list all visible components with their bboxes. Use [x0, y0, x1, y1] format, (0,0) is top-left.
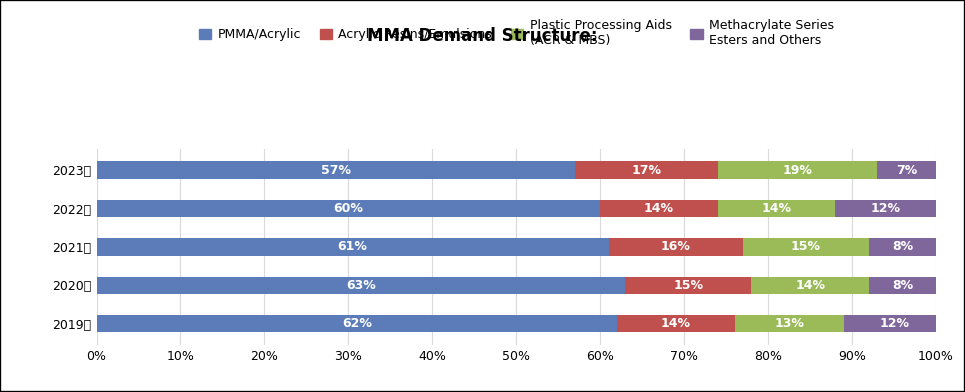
Text: 15%: 15% [674, 279, 703, 292]
Text: 13%: 13% [774, 317, 804, 330]
Bar [96, 315, 617, 332]
Bar [96, 162, 575, 179]
Text: 62%: 62% [342, 317, 372, 330]
Text: 15%: 15% [791, 240, 821, 254]
Bar [96, 277, 625, 294]
Bar [718, 200, 836, 217]
Bar [96, 200, 600, 217]
Bar [600, 200, 718, 217]
Bar [734, 315, 843, 332]
Text: 12%: 12% [879, 317, 909, 330]
Text: 14%: 14% [761, 202, 791, 215]
Text: 16%: 16% [661, 240, 691, 254]
Text: 14%: 14% [795, 279, 825, 292]
Text: 14%: 14% [644, 202, 674, 215]
Legend: PMMA/Acrylic, Acrylic Resins/Emulsions, Plastic Processing Aids
(ACR & MBS), Met: PMMA/Acrylic, Acrylic Resins/Emulsions, … [194, 14, 839, 52]
Bar [609, 238, 743, 256]
Text: 7%: 7% [896, 163, 918, 177]
Bar [836, 200, 936, 217]
Text: 60%: 60% [334, 202, 363, 215]
Text: 61%: 61% [338, 240, 368, 254]
Text: 14%: 14% [661, 317, 691, 330]
Bar [718, 162, 877, 179]
Bar [877, 162, 936, 179]
Text: MMA Demand Structure:: MMA Demand Structure: [368, 27, 597, 45]
Bar [868, 238, 936, 256]
Text: 17%: 17% [631, 163, 661, 177]
Text: 57%: 57% [320, 163, 350, 177]
Bar [752, 277, 868, 294]
Bar [743, 238, 869, 256]
Bar [617, 315, 734, 332]
Text: 8%: 8% [892, 240, 913, 254]
Text: 8%: 8% [892, 279, 913, 292]
Bar [868, 277, 936, 294]
Text: 12%: 12% [870, 202, 900, 215]
Bar [575, 162, 718, 179]
Text: 19%: 19% [783, 163, 813, 177]
Text: 63%: 63% [346, 279, 375, 292]
Bar [625, 277, 752, 294]
Bar [96, 238, 609, 256]
Bar [843, 315, 945, 332]
